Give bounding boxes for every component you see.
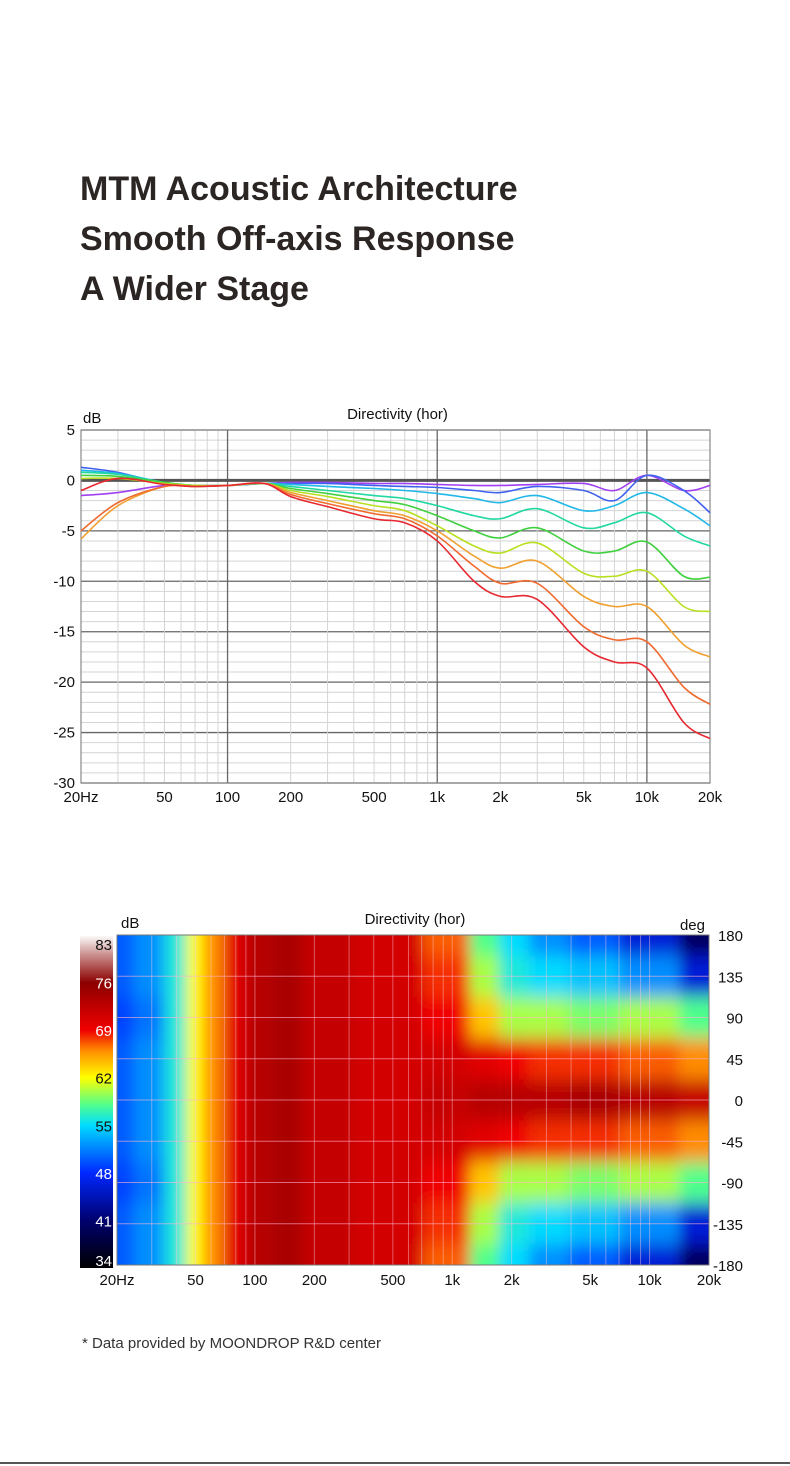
directivity-heatmap-chart: 83 76 69 62 55 48 41 34 180 135 90 45 0 -45 -90 -135 -18… [80, 911, 743, 1289]
heatmap-cell [185, 935, 204, 956]
heatmap-cell [302, 1244, 354, 1265]
angle-tick-label: -90 [721, 1176, 743, 1193]
colorbar [80, 935, 113, 1268]
angle-tick-label: 45 [726, 1052, 743, 1069]
x-tick-label: 1k [429, 789, 445, 806]
headline-line-1: MTM Acoustic Architecture [80, 170, 518, 208]
angle-tick-label: 0 [735, 1093, 743, 1110]
heatmap-cell [272, 1244, 303, 1265]
heatmap-cell [353, 1244, 423, 1265]
heatmap-cell [223, 935, 246, 956]
colorbar-tick-label: 34 [95, 1253, 112, 1270]
y-tick-label: -20 [53, 674, 75, 691]
angle-tick-label: 90 [726, 1011, 743, 1028]
angle-tick-label: 135 [718, 969, 743, 986]
y-axis-unit-label: dB [83, 410, 101, 427]
colorbar-tick-label: 76 [95, 976, 112, 993]
heatmap-cell [353, 935, 423, 956]
plot-frame [116, 934, 710, 1266]
x-tick-label: 200 [302, 1272, 327, 1289]
heatmap-cell [245, 935, 273, 956]
x-tick-label: 100 [242, 1272, 267, 1289]
angle-tick-label: -180 [713, 1258, 743, 1275]
heatmap-cell [203, 1244, 224, 1265]
heatmap-cell [117, 1244, 135, 1265]
heatmap-cell [422, 935, 470, 956]
heatmap-cell [499, 1244, 530, 1265]
heatmap-cell [185, 1244, 204, 1265]
colorbar-tick-label: 62 [95, 1071, 112, 1088]
x-tick-label: 500 [380, 1272, 405, 1289]
x-tick-label: 500 [362, 789, 387, 806]
y-tick-label: -30 [53, 775, 75, 792]
colorbar-tick-label: 83 [95, 937, 112, 954]
colorbar-tick-label: 41 [95, 1213, 112, 1230]
chart-title: Directivity (hor) [365, 911, 466, 928]
heatmap-cell [529, 1244, 569, 1265]
x-tick-label: 50 [156, 789, 173, 806]
series-line-red [80, 477, 711, 740]
headline: MTM Acoustic Architecture Smooth Off-axi… [80, 164, 518, 314]
y-tick-label: -25 [53, 725, 75, 742]
heatmap-cell [679, 1244, 709, 1265]
heatmap-cell [245, 1244, 273, 1265]
heatmap-cell [499, 935, 530, 956]
x-tick-label: 20Hz [63, 789, 98, 806]
angle-tick-label: 180 [718, 928, 743, 945]
colorbar-tick-label: 55 [95, 1118, 112, 1135]
heatmap-cell [469, 935, 500, 956]
heatmap-cell [164, 1244, 186, 1265]
x-tick-label: 20k [698, 789, 723, 806]
heatmap-cell [568, 1244, 620, 1265]
angle-unit-label: deg [680, 917, 705, 934]
heatmap-cell [134, 1244, 165, 1265]
x-tick-label: 20Hz [99, 1272, 134, 1289]
x-tick-label: 10k [638, 1272, 663, 1289]
y-tick-label: -15 [53, 624, 75, 641]
colorbar-tick-label: 48 [95, 1166, 112, 1183]
x-tick-label: 5k [582, 1272, 598, 1289]
y-tick-label: 5 [67, 422, 75, 439]
heatmap-cell [117, 935, 135, 956]
heatmap-cell [203, 935, 224, 956]
angle-tick-label: -135 [713, 1217, 743, 1234]
heatmap-cell [223, 1244, 246, 1265]
colorbar-tick-label: 69 [95, 1023, 112, 1040]
chart-title: Directivity (hor) [347, 406, 448, 423]
heatmap-cell [568, 935, 620, 956]
x-tick-label: 1k [444, 1272, 460, 1289]
heatmap-cell [679, 935, 709, 956]
plot-frame [80, 429, 711, 784]
headline-line-3: A Wider Stage [80, 270, 309, 308]
heatmap-cell [272, 935, 303, 956]
heatmap-cell [529, 935, 569, 956]
heatmap-cell [422, 1244, 470, 1265]
y-tick-label: 0 [67, 472, 75, 489]
angle-tick-label: -45 [721, 1134, 743, 1151]
series-line-yellow-green [80, 477, 711, 613]
x-tick-label: 5k [576, 789, 592, 806]
x-tick-label: 200 [278, 789, 303, 806]
data-source-footnote: * Data provided by MOONDROP R&D center [82, 1335, 381, 1352]
bottom-divider [0, 1462, 790, 1464]
x-tick-label: 10k [635, 789, 660, 806]
y-tick-label: -10 [53, 573, 75, 590]
heatmap-cell [134, 935, 165, 956]
heatmap-cell [619, 935, 680, 956]
x-tick-label: 50 [187, 1272, 204, 1289]
x-tick-label: 2k [504, 1272, 520, 1289]
y-tick-label: -5 [62, 523, 75, 540]
heatmap-cell [619, 1244, 680, 1265]
heatmap-cell [164, 935, 186, 956]
colorbar-unit-label: dB [121, 915, 139, 932]
heatmap-cell [469, 1244, 500, 1265]
headline-line-2: Smooth Off-axis Response [80, 220, 515, 258]
x-tick-label: 100 [215, 789, 240, 806]
heatmap-cell [302, 935, 354, 956]
x-tick-label: 2k [492, 789, 508, 806]
x-tick-label: 20k [697, 1272, 722, 1289]
